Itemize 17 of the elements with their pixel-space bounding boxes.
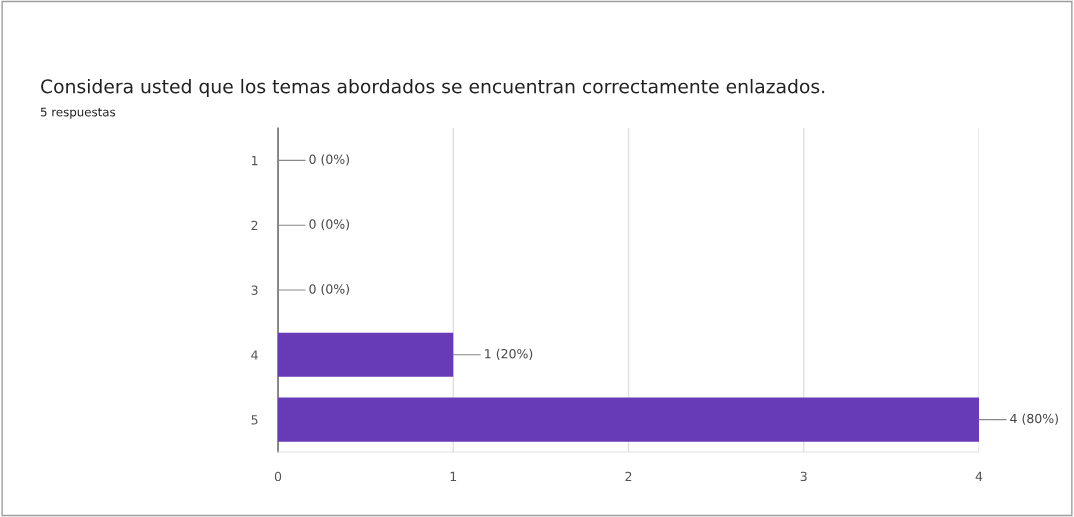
data-label: 0 (0%) — [309, 154, 349, 166]
y-tick-label: 5 — [251, 415, 258, 425]
x-tick-label: 0 — [274, 471, 282, 482]
y-tick-label: 4 — [251, 350, 258, 360]
y-tick-label: 3 — [251, 285, 258, 295]
x-tick-label: 1 — [450, 471, 457, 481]
data-label: 4 (80%) — [1010, 413, 1058, 425]
data-label: 0 (0%) — [309, 219, 349, 231]
x-tick-label: 3 — [800, 471, 807, 482]
y-tick-label: 1 — [251, 156, 258, 166]
data-label: 1 (20%) — [485, 348, 533, 360]
data-label: 0 (0%) — [309, 283, 349, 296]
text: 5 respuestas — [40, 107, 116, 119]
chart-title: Considera usted que los temas abordados se encuentran correctamente enlazados. — [41, 78, 825, 98]
y-tick-label: 2 — [251, 220, 258, 230]
x-tick-label: 4 — [975, 471, 983, 481]
x-tick-label: 2 — [625, 471, 632, 481]
